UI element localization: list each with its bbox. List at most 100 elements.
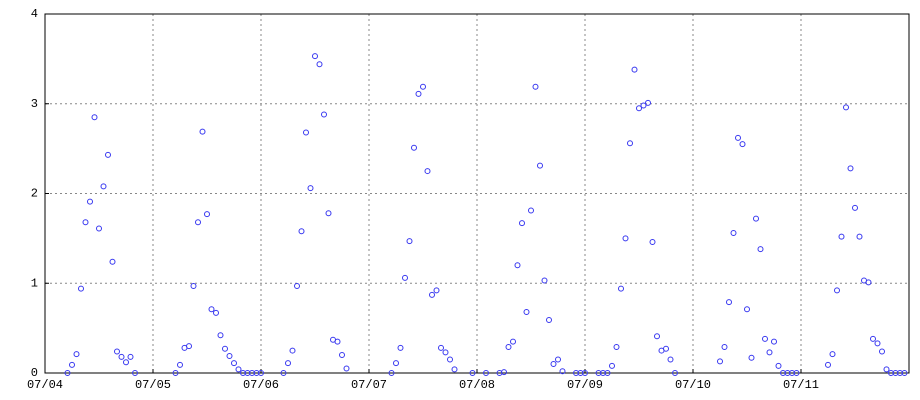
point [865, 279, 872, 286]
point [546, 317, 552, 324]
point [631, 66, 638, 73]
point [613, 343, 620, 350]
point [177, 361, 183, 368]
point [411, 144, 417, 151]
y-tick-label: 2 [31, 187, 38, 201]
point [334, 338, 341, 345]
point [217, 332, 224, 339]
point [852, 204, 858, 211]
point [172, 370, 179, 376]
point [766, 349, 773, 356]
y-tick-label: 3 [31, 97, 38, 111]
point [834, 287, 840, 294]
x-tick-label: 07/07 [351, 378, 387, 392]
point [771, 338, 777, 345]
point [514, 262, 521, 269]
point [127, 353, 134, 360]
point [204, 211, 210, 218]
point [289, 347, 296, 354]
point [424, 168, 431, 175]
point [604, 370, 611, 376]
point [87, 198, 93, 205]
point [541, 277, 548, 284]
point [96, 225, 102, 232]
x-tick-label: 07/06 [243, 378, 279, 392]
point [532, 83, 539, 90]
point [64, 370, 71, 376]
point [186, 343, 192, 350]
point [285, 360, 291, 367]
point [429, 291, 435, 298]
point [654, 333, 660, 340]
point [280, 370, 287, 376]
point [537, 162, 543, 169]
x-tick-label: 07/09 [567, 378, 603, 392]
point [69, 361, 75, 368]
point [393, 360, 399, 367]
plot-frame [44, 13, 910, 374]
y-tick-label: 1 [31, 276, 38, 290]
point [123, 359, 129, 366]
point [469, 370, 476, 376]
point [856, 233, 863, 240]
point [321, 111, 327, 118]
point [739, 141, 746, 148]
point [100, 183, 107, 190]
point [879, 348, 885, 355]
point [618, 285, 624, 292]
point [78, 285, 84, 292]
point [636, 105, 642, 112]
point [388, 370, 395, 376]
x-tick-label: 07/05 [135, 378, 171, 392]
point [325, 210, 332, 217]
point [312, 53, 318, 60]
point [901, 370, 908, 376]
point [343, 365, 350, 372]
point [91, 114, 98, 121]
point [550, 361, 557, 368]
point [397, 344, 404, 351]
point [433, 287, 440, 294]
point [609, 362, 615, 369]
point [663, 345, 669, 352]
point [829, 351, 836, 358]
point [406, 238, 413, 245]
point [730, 229, 737, 236]
point [501, 369, 507, 376]
point [753, 215, 759, 222]
point [82, 219, 89, 226]
point [402, 274, 408, 281]
point [559, 368, 566, 375]
point [303, 129, 309, 136]
point [235, 366, 242, 373]
point [640, 102, 647, 109]
point [793, 370, 800, 376]
point [627, 140, 633, 147]
point [199, 128, 206, 135]
point [231, 360, 237, 367]
point [622, 235, 629, 242]
point [717, 358, 723, 365]
x-tick-label: 07/08 [459, 378, 495, 392]
point [883, 366, 890, 373]
x-tick-label: 07/04 [27, 378, 63, 392]
point [195, 219, 201, 226]
point [757, 246, 764, 253]
point [118, 353, 125, 360]
point [825, 361, 831, 368]
point [339, 352, 345, 359]
point [870, 335, 876, 342]
point [649, 238, 656, 245]
point [510, 338, 516, 345]
y-tick-label: 0 [31, 366, 38, 380]
point [415, 90, 422, 97]
point [132, 370, 138, 376]
point [519, 220, 525, 227]
point [258, 370, 264, 376]
point [298, 228, 305, 235]
point [213, 309, 219, 316]
point [847, 165, 854, 172]
point [528, 207, 534, 214]
